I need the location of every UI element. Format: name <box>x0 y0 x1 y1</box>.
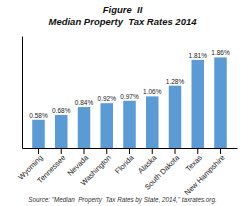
data-label: 1.28% <box>166 78 185 85</box>
data-label: 0.68% <box>52 107 71 114</box>
data-label: 1.06% <box>143 88 162 95</box>
x-tick: Tennessee <box>35 148 67 185</box>
chart: Figure IIMedian Property Tax Rates 2014 S… <box>0 0 245 206</box>
bar <box>78 107 91 148</box>
data-label: 0.97% <box>120 93 139 100</box>
x-tick-label: Florida <box>113 153 136 176</box>
x-tick: Florida <box>113 148 136 176</box>
bar <box>146 96 159 148</box>
x-tick-label: South Dakota <box>143 153 182 192</box>
bar <box>214 57 227 148</box>
x-axis: WyomingTennesseeNevadaWashingtonFloridaA… <box>16 148 237 197</box>
bar <box>191 60 204 148</box>
data-label: 0.58% <box>29 112 48 119</box>
x-tick-label: Tennessee <box>35 153 67 185</box>
bars <box>32 57 227 148</box>
data-label: 1.81% <box>189 52 208 59</box>
bar <box>100 103 113 148</box>
bar <box>169 86 182 148</box>
data-label: 1.86% <box>211 49 230 56</box>
x-tick-label: New Hampshire <box>183 153 227 197</box>
x-tick: South Dakota <box>143 148 182 192</box>
x-tick-label: Texas <box>184 153 204 173</box>
bar <box>123 101 136 148</box>
x-tick: Washington <box>79 148 113 187</box>
title: Figure II <box>103 4 143 15</box>
y-axis <box>22 37 23 149</box>
x-tick: Texas <box>184 148 204 173</box>
y-axis-line <box>22 37 23 149</box>
data-label: 0.84% <box>75 99 94 106</box>
x-tick-label: Washington <box>79 153 113 187</box>
data-label: 0.92% <box>98 95 117 102</box>
bar <box>55 115 68 148</box>
x-tick: New Hampshire <box>183 148 227 197</box>
bar <box>32 120 45 148</box>
subtitle: Median Property Tax Rates 2014 <box>48 16 197 27</box>
data-labels: 0.58% 0.68% 0.84% 0.92%0.97% 1.06% 1.28% 1.81%… <box>29 49 230 118</box>
